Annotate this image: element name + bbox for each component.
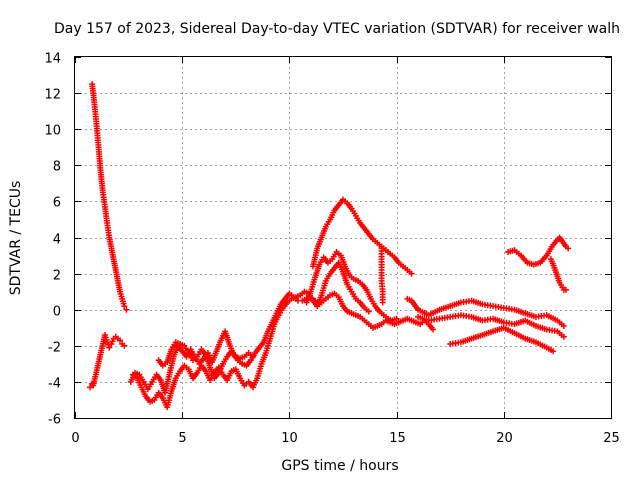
y-tick-label: 6 (53, 196, 61, 211)
series-night-band-c (155, 339, 256, 382)
data-point (312, 297, 319, 304)
grid-lines (75, 57, 611, 418)
y-tick-label: 14 (44, 52, 61, 67)
y-axis-label: SDTVAR / TECUs (8, 181, 24, 296)
data-point (123, 306, 130, 313)
series-afternoon-upper (404, 295, 567, 329)
plot-frame (74, 56, 612, 419)
series-morning-secondary (303, 248, 400, 324)
series-early-low (87, 331, 128, 391)
y-tick-label: 12 (44, 88, 61, 103)
x-tick-label: 25 (603, 431, 620, 446)
x-tick-label: 0 (71, 431, 79, 446)
y-tick-label: 0 (53, 305, 61, 320)
series-morning-peak (309, 196, 415, 277)
data-point (249, 353, 256, 360)
series-evening-upper (505, 234, 572, 268)
data-point (560, 322, 567, 329)
data-point (430, 326, 437, 333)
data-point (565, 245, 572, 252)
axis-ticks: 0 5 10 15 20 25 -6 -4 -2 0 2 4 6 8 10 12 14 (44, 52, 619, 447)
data-point (87, 384, 94, 391)
y-tick-label: 8 (53, 160, 61, 175)
series-afternoon-middle (415, 312, 567, 340)
series-evening-drop (547, 256, 569, 293)
x-tick-label: 10 (281, 431, 298, 446)
data-point (106, 344, 113, 351)
series-spike-14h (378, 245, 386, 306)
series-early-decline (89, 81, 130, 313)
data-point (117, 337, 124, 344)
data-point (379, 299, 386, 306)
x-tick-label: 20 (496, 431, 513, 446)
data-point (121, 303, 128, 310)
y-tick-label: 2 (53, 269, 61, 284)
data-point (365, 308, 372, 315)
data-point (560, 333, 567, 340)
y-tick-label: -4 (48, 377, 61, 392)
data-point (408, 270, 415, 277)
y-tick-label: 4 (53, 233, 61, 248)
data-points (87, 81, 572, 411)
chart-title: Day 157 of 2023, Sidereal Day-to-day VTE… (54, 21, 620, 37)
data-point (393, 315, 400, 322)
y-tick-label: 10 (44, 124, 61, 139)
x-axis-label: GPS time / hours (281, 458, 398, 474)
x-tick-label: 15 (389, 431, 406, 446)
data-point (550, 348, 557, 355)
series-afternoon-lower (447, 324, 557, 355)
series-night-band-b (127, 290, 319, 396)
data-point (562, 286, 569, 293)
data-point (121, 342, 128, 349)
x-tick-label: 5 (178, 431, 186, 446)
y-tick-label: -2 (48, 341, 61, 356)
series-morning-tertiary (314, 259, 372, 315)
y-tick-label: -6 (48, 413, 61, 428)
